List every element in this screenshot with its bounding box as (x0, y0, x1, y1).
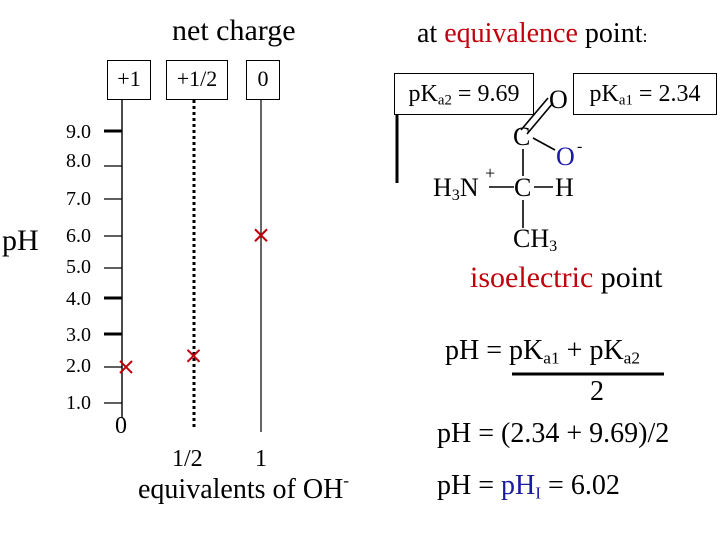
isoelectric-post: point (593, 261, 663, 294)
pka2-pre: pK (408, 81, 438, 107)
marker-cross (254, 228, 268, 242)
ph-tick-label: 7.0 (66, 188, 91, 210)
result-rhs: = 6.02 (541, 470, 620, 501)
result-phi-sub: I (535, 483, 542, 503)
result-lhs: pH = (437, 470, 502, 501)
atom-alpha-h: H (555, 173, 574, 202)
atom-o-minus: O (556, 142, 575, 171)
formula-pka1-sub: a1 (543, 348, 560, 368)
charge-minus: - (577, 138, 583, 155)
amine-h: H (433, 173, 452, 202)
net-charge-title: net charge (172, 14, 296, 47)
amine-sub: 3 (451, 187, 460, 205)
amine-group: H3N (433, 173, 479, 205)
pi-calculation: pH = (2.34 + 9.69)/2 (437, 418, 670, 449)
pka1-sub: a1 (618, 92, 633, 109)
bond-c-o-minus (532, 137, 556, 151)
x-tick-label: 1/2 (172, 446, 203, 472)
ph-tick-label: 8.0 (66, 150, 91, 172)
charge-box-zero: 0 (246, 60, 280, 100)
ph-tick-label: 5.0 (66, 256, 91, 278)
data-markers (119, 228, 268, 374)
formula-lhs: pH = (445, 335, 510, 366)
pi-result: pH = pHI = 6.02 (437, 470, 620, 502)
molecule-bonds (489, 97, 556, 228)
atom-o-carbonyl: O (549, 85, 568, 114)
formula-pka2-sub: a2 (623, 348, 641, 368)
pi-formula-denominator: 2 (590, 376, 604, 407)
ph-tick-label: 6.0 (66, 225, 91, 247)
x-tick-label: 0 (115, 413, 127, 439)
pi-formula-numerator: pH = pKa1 + pKa2 (445, 335, 640, 367)
x-axis-label-sup: - (343, 470, 350, 490)
charge-box-plus-half: +1/2 (166, 60, 228, 100)
marker-cross (119, 360, 133, 374)
marker-cross (186, 349, 201, 363)
ph-tick-marks (104, 129, 122, 404)
ph-tick-label: 9.0 (66, 121, 91, 143)
x-tick-label: 1 (255, 446, 267, 472)
isoelectric-point-label: isoelectric point (470, 261, 662, 295)
ph-tick-label: 3.0 (66, 324, 91, 346)
pka2-post: = 9.69 (451, 81, 520, 107)
methyl-sub: 3 (549, 238, 558, 256)
equivalence-heading: at equivalence point: (417, 18, 648, 50)
amine-n: N (459, 173, 479, 202)
result-phi: pH (501, 470, 536, 501)
charge-plus: + (485, 163, 496, 183)
x-axis-label-text: equivalents of OH (138, 474, 344, 505)
ph-tick-label: 4.0 (66, 288, 91, 310)
formula-pka2: pK (589, 335, 624, 366)
pka2-box: pKa2 = 9.69 (394, 73, 534, 115)
methyl-ch: CH (513, 224, 550, 253)
heading-post: point (577, 18, 643, 49)
heading-highlight: equivalence (444, 18, 578, 49)
methyl-group: CH3 (513, 224, 558, 256)
heading-colon: : (642, 26, 648, 46)
ph-tick-label: 1.0 (66, 392, 91, 414)
pka1-pre: pK (589, 81, 619, 107)
bond-c-o-double-b (526, 102, 554, 135)
atom-alpha-c: C (514, 173, 532, 202)
pka2-sub: a2 (437, 92, 452, 109)
charge-box-plus-one: +1 (107, 60, 151, 100)
y-axis-label: pH (2, 224, 39, 257)
formula-pka1: pK (509, 335, 544, 366)
ph-tick-label: 2.0 (66, 355, 91, 377)
bond-c-o-double-a (520, 97, 549, 131)
x-axis-label: equivalents of OH- (138, 470, 350, 506)
pka1-post: = 2.34 (632, 81, 701, 107)
atom-c-carbonyl: C (513, 122, 531, 151)
heading-pre: at (417, 18, 445, 49)
isoelectric-highlight: isoelectric (470, 261, 594, 294)
formula-plus: + (559, 335, 590, 366)
pka1-box: pKa1 = 2.34 (573, 73, 717, 115)
